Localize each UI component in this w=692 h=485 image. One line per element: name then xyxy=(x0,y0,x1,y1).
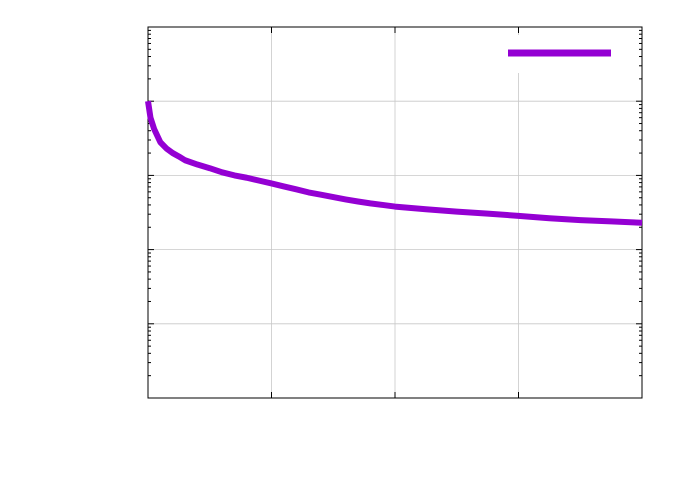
series-line-0 xyxy=(145,100,643,226)
series-layer xyxy=(145,100,643,226)
axes xyxy=(147,26,643,399)
grid xyxy=(148,27,642,398)
